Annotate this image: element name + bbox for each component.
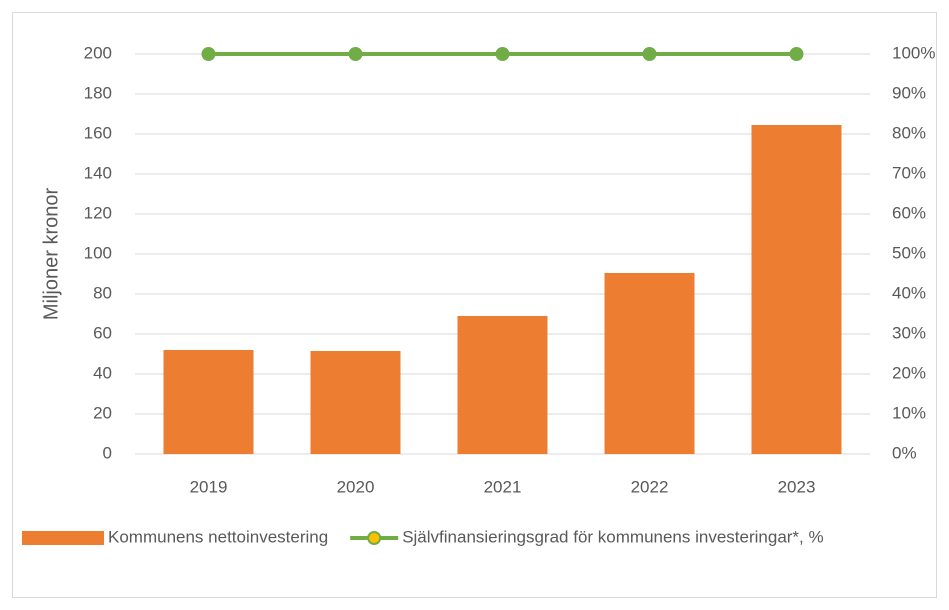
y2-tick-label: 30% [892, 323, 926, 342]
y-tick-label: 140 [84, 163, 112, 182]
y-tick-label: 0 [103, 443, 112, 462]
y2-tick-label: 60% [892, 203, 926, 222]
y-tick-label: 180 [84, 83, 112, 102]
y-tick-label: 200 [84, 43, 112, 62]
y-axis-label: Miljoner kronor [40, 188, 62, 321]
bar [310, 351, 401, 454]
line-marker [201, 47, 216, 61]
bar [751, 125, 842, 454]
legend-marker [367, 531, 382, 545]
legend-label: Kommunens nettoinvestering [108, 527, 328, 546]
y-tick-label: 160 [84, 123, 112, 142]
bar [604, 273, 695, 454]
x-tick-label: 2019 [190, 477, 228, 496]
y2-tick-label: 40% [892, 283, 926, 302]
y-tick-label: 20 [93, 403, 112, 422]
bar [163, 350, 254, 454]
y2-tick-label: 70% [892, 163, 926, 182]
y2-tick-label: 80% [892, 123, 926, 142]
x-tick-label: 2021 [484, 477, 522, 496]
line-marker [642, 47, 657, 61]
y2-tick-label: 0% [892, 443, 917, 462]
y-tick-label: 100 [84, 243, 112, 262]
y-tick-label: 40 [93, 363, 112, 382]
line-marker [348, 47, 363, 61]
y2-tick-label: 90% [892, 83, 926, 102]
y-tick-label: 80 [93, 283, 112, 302]
bar [457, 316, 548, 454]
y2-tick-label: 10% [892, 403, 926, 422]
line-marker [495, 47, 510, 61]
y2-tick-label: 100% [892, 43, 935, 62]
legend-label: Självfinansieringsgrad för kommunens inv… [402, 527, 823, 546]
legend-swatch [22, 531, 104, 545]
y-tick-label: 60 [93, 323, 112, 342]
x-tick-label: 2022 [631, 477, 669, 496]
x-tick-label: 2023 [778, 477, 816, 496]
line-marker [789, 47, 804, 61]
x-tick-label: 2020 [337, 477, 375, 496]
y-tick-label: 120 [84, 203, 112, 222]
y2-tick-label: 50% [892, 243, 926, 262]
y2-tick-label: 20% [892, 363, 926, 382]
